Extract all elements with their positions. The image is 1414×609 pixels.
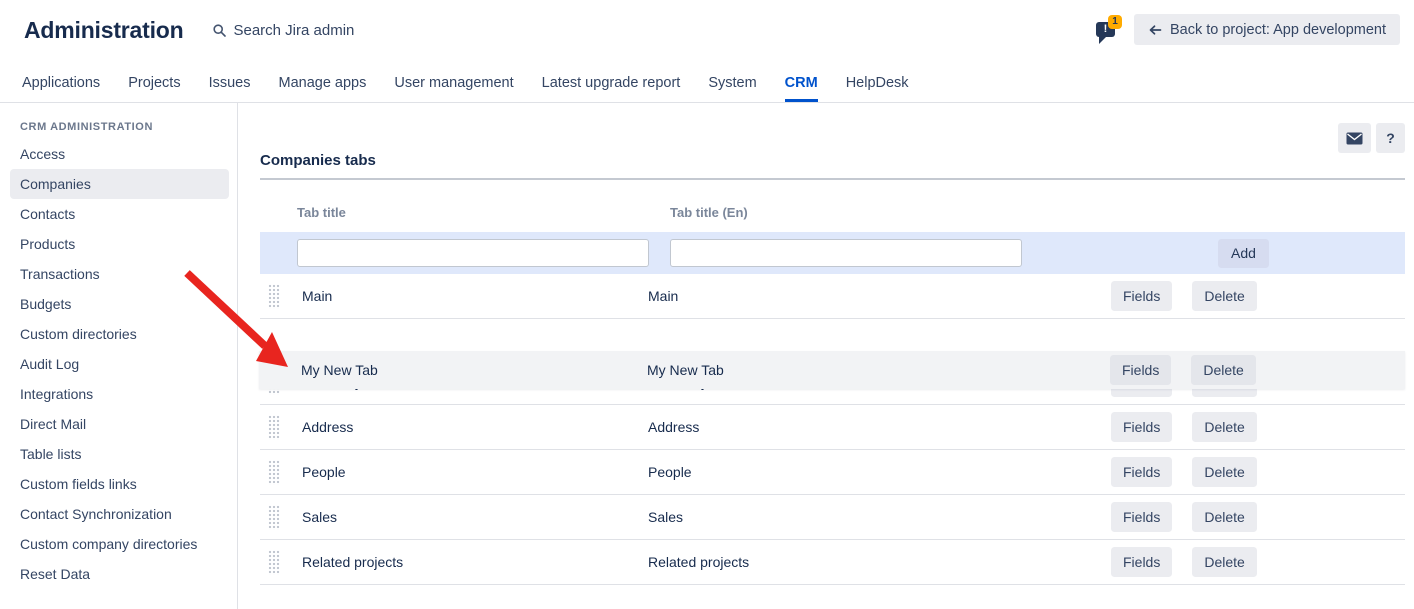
sidebar-item-custom-directories[interactable]: Custom directories	[20, 326, 137, 342]
column-header-tab-title-en: Tab title (En)	[670, 205, 748, 220]
sidebar-item-access[interactable]: Access	[20, 146, 66, 162]
delete-button[interactable]: Delete	[1192, 281, 1257, 311]
table-row-address: Address Address Fields Delete	[260, 405, 1405, 450]
sidebar-item-table-lists[interactable]: Table lists	[20, 446, 82, 462]
tab-title-cell: Address	[302, 419, 354, 435]
sidebar-item-products[interactable]: Products	[20, 236, 76, 252]
sidebar-item-audit-log[interactable]: Audit Log	[20, 356, 80, 372]
add-button[interactable]: Add	[1218, 238, 1269, 268]
delete-button[interactable]: Delete	[1192, 412, 1257, 442]
admin-header: Administration ! 1 Back to project: App …	[0, 0, 1414, 60]
help-button[interactable]: ?	[1376, 123, 1405, 153]
back-to-project-label: Back to project: App development	[1169, 21, 1386, 38]
header-right-cluster: ! 1 Back to project: App development	[1095, 14, 1400, 45]
delete-button[interactable]: Delete	[1192, 457, 1257, 487]
back-to-project-button[interactable]: Back to project: App development	[1133, 14, 1400, 45]
sidebar-item-custom-company-directories[interactable]: Custom company directories	[20, 536, 198, 552]
tab-title-en-cell: Main	[648, 288, 679, 304]
add-tab-row: Add	[260, 232, 1405, 274]
fields-button[interactable]: Fields	[1111, 547, 1173, 577]
crm-sidebar: CRM ADMINISTRATION Access Companies Cont…	[0, 103, 238, 609]
envelope-icon	[1346, 132, 1363, 144]
notifications-icon[interactable]: ! 1	[1095, 14, 1122, 44]
search-icon	[213, 23, 227, 37]
table-row-people: People People Fields Delete	[260, 450, 1405, 495]
drag-handle-icon[interactable]	[268, 283, 280, 309]
table-row-main: Main Main Fields Delete	[260, 274, 1405, 319]
tab-title-en-cell: My New Tab	[647, 362, 724, 378]
fields-button[interactable]: Fields	[1111, 502, 1173, 532]
return-arrow-icon	[1149, 24, 1162, 35]
sidebar-item-transactions[interactable]: Transactions	[20, 266, 100, 282]
delete-button[interactable]: Delete	[1191, 355, 1256, 385]
drag-handle-icon[interactable]	[268, 414, 280, 440]
notification-badge: 1	[1107, 14, 1122, 29]
tab-title-cell: Related projects	[302, 554, 404, 570]
fields-button[interactable]: Fields	[1111, 412, 1173, 442]
panel-toolbar: ?	[1338, 123, 1405, 153]
tab-issues[interactable]: Issues	[208, 75, 251, 91]
section-heading: Companies tabs	[260, 152, 376, 169]
tab-title-en-cell: Address	[648, 419, 700, 435]
sidebar-item-budgets[interactable]: Budgets	[20, 296, 72, 312]
companies-tabs-panel: ? Companies tabs Tab title Tab title (En…	[238, 103, 1414, 609]
page-title: Administration	[24, 16, 184, 43]
admin-search[interactable]	[213, 21, 454, 39]
table-header-row: Tab title Tab title (En)	[260, 180, 1405, 232]
sidebar-item-reset-data[interactable]: Reset Data	[20, 566, 91, 582]
sidebar-item-contact-synchronization[interactable]: Contact Synchronization	[20, 506, 172, 522]
tab-user-management[interactable]: User management	[394, 75, 514, 91]
sidebar-item-direct-mail[interactable]: Direct Mail	[20, 416, 87, 432]
content-layout: CRM ADMINISTRATION Access Companies Cont…	[0, 103, 1414, 609]
drag-handle-icon[interactable]	[268, 459, 280, 485]
admin-nav-tabs: Applications Projects Issues Manage apps…	[0, 60, 1414, 103]
fields-button[interactable]: Fields	[1111, 457, 1173, 487]
tab-projects[interactable]: Projects	[128, 75, 181, 91]
drag-handle-icon[interactable]	[268, 504, 280, 530]
tab-crm[interactable]: CRM	[784, 75, 818, 102]
tab-latest-upgrade-report[interactable]: Latest upgrade report	[541, 75, 681, 91]
tab-manage-apps[interactable]: Manage apps	[278, 75, 367, 91]
drag-handle-icon[interactable]	[268, 549, 280, 575]
sidebar-item-companies[interactable]: Companies	[10, 169, 229, 199]
tab-title-en-cell: Sales	[648, 509, 684, 525]
table-row-sales: Sales Sales Fields Delete	[260, 495, 1405, 540]
heading-divider	[260, 178, 1405, 180]
tab-title-en-cell: Related projects	[648, 554, 750, 570]
sidebar-item-custom-fields-links[interactable]: Custom fields links	[20, 476, 137, 492]
fields-button[interactable]: Fields	[1111, 281, 1173, 311]
new-tab-title-en-input[interactable]	[670, 239, 1022, 267]
tab-title-cell: Main	[302, 288, 333, 304]
tab-title-cell: My New Tab	[301, 362, 378, 378]
search-input[interactable]	[233, 21, 454, 39]
mail-button[interactable]	[1338, 123, 1371, 153]
sidebar-section-title: CRM ADMINISTRATION	[20, 121, 154, 133]
fields-button[interactable]: Fields	[1110, 355, 1172, 385]
tab-title-en-cell: People	[648, 464, 692, 480]
tab-applications[interactable]: Applications	[22, 75, 101, 91]
sidebar-item-integrations[interactable]: Integrations	[20, 386, 94, 402]
delete-button[interactable]: Delete	[1192, 502, 1257, 532]
tab-title-cell: People	[302, 464, 346, 480]
table-row-related-projects: Related projects Related projects Fields…	[260, 540, 1405, 585]
tab-title-cell: Sales	[302, 509, 338, 525]
sidebar-item-contacts[interactable]: Contacts	[20, 206, 76, 222]
tab-system[interactable]: System	[708, 75, 757, 91]
column-header-tab-title: Tab title	[297, 205, 346, 220]
delete-button[interactable]: Delete	[1192, 547, 1257, 577]
new-tab-title-input[interactable]	[297, 239, 649, 267]
dragged-row-my-new-tab[interactable]: My New Tab My New Tab Fields Delete	[259, 351, 1405, 389]
tab-helpdesk[interactable]: HelpDesk	[845, 75, 909, 91]
